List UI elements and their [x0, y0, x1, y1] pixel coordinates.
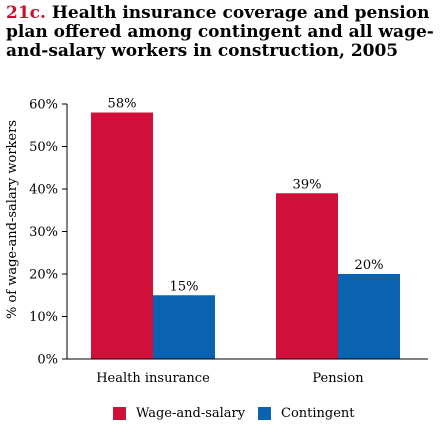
legend-item: Contingent — [258, 406, 355, 421]
y-tick-label: 10% — [29, 310, 58, 325]
legend: Wage-and-salary Contingent — [0, 406, 443, 426]
y-axis-title: % of wage-and-salary workers — [5, 120, 20, 319]
legend-item: Wage-and-salary — [113, 406, 245, 421]
legend-label: Contingent — [281, 406, 355, 421]
bar-value-label: 15% — [170, 279, 199, 294]
y-tick-label: 60% — [29, 98, 58, 113]
y-tick-label: 40% — [29, 183, 58, 198]
y-axis-ticks: 0% 10% 20% 30% 40% 50% 60% — [29, 98, 67, 368]
bar — [153, 295, 215, 359]
bar — [276, 193, 338, 359]
y-tick-label: 0% — [37, 353, 58, 368]
bar-value-label: 39% — [293, 177, 322, 192]
title-text: Health insurance coverage and pension pl… — [6, 3, 434, 61]
bar-value-label: 20% — [355, 258, 384, 273]
bar — [338, 274, 400, 359]
x-tick-label: Health insurance — [96, 371, 210, 386]
x-axis-labels: Health insurance Pension — [96, 371, 364, 386]
bar-value-label: 58% — [108, 97, 137, 112]
y-tick-label: 50% — [29, 140, 58, 155]
bars — [91, 112, 400, 359]
y-tick-label: 20% — [29, 268, 58, 283]
y-tick-label: 30% — [29, 225, 58, 240]
legend-swatch — [113, 407, 126, 420]
x-tick-label: Pension — [312, 371, 364, 386]
bar-labels: 58% 15% 39% 20% — [108, 97, 384, 295]
legend-swatch — [258, 407, 271, 420]
bar — [91, 112, 153, 359]
chart-title: 21c. Health insurance coverage and pensi… — [6, 4, 438, 61]
figure-number: 21c. — [6, 3, 46, 23]
legend-label: Wage-and-salary — [136, 406, 246, 421]
